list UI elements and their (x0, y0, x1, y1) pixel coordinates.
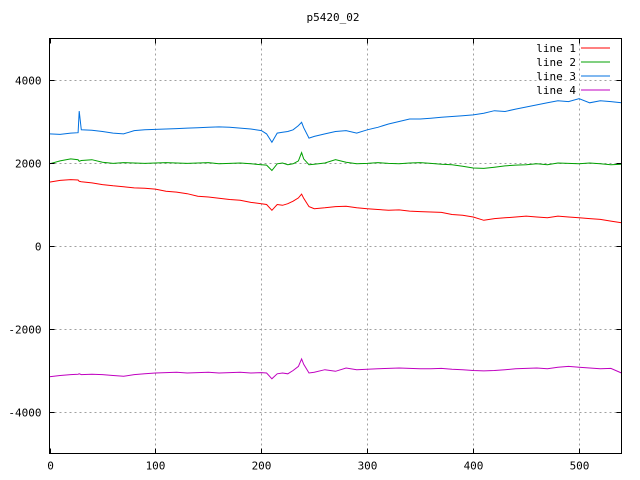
series-line-1 (49, 179, 622, 224)
legend-label-1: line 1 (536, 42, 576, 55)
series-line-4 (49, 357, 622, 380)
legend-label-2: line 2 (536, 56, 576, 69)
x-tick-label: 400 (464, 460, 484, 473)
y-tick-label: 0 (35, 241, 42, 254)
y-tick-label: -2000 (8, 324, 41, 337)
y-tick-label: -4000 (8, 407, 41, 420)
x-tick-label: 0 (47, 460, 54, 473)
x-tick-label: 300 (358, 460, 378, 473)
axis-ticks: 0 100 200 300 400 500 -4000 -2000 0 2000 4000 (8, 38, 622, 473)
x-tick-label: 200 (252, 460, 272, 473)
chart-title: p5420_02 (307, 11, 360, 24)
legend-label-3: line 3 (536, 70, 576, 83)
series-line-3 (49, 98, 622, 144)
series-layer (49, 98, 622, 380)
x-tick-label: 100 (146, 460, 166, 473)
series-line-2 (49, 151, 622, 172)
x-tick-label: 500 (570, 460, 590, 473)
y-tick-label: 4000 (15, 75, 42, 88)
legend-label-4: line 4 (536, 84, 576, 97)
grid (49, 38, 622, 454)
y-tick-label: 2000 (15, 158, 42, 171)
